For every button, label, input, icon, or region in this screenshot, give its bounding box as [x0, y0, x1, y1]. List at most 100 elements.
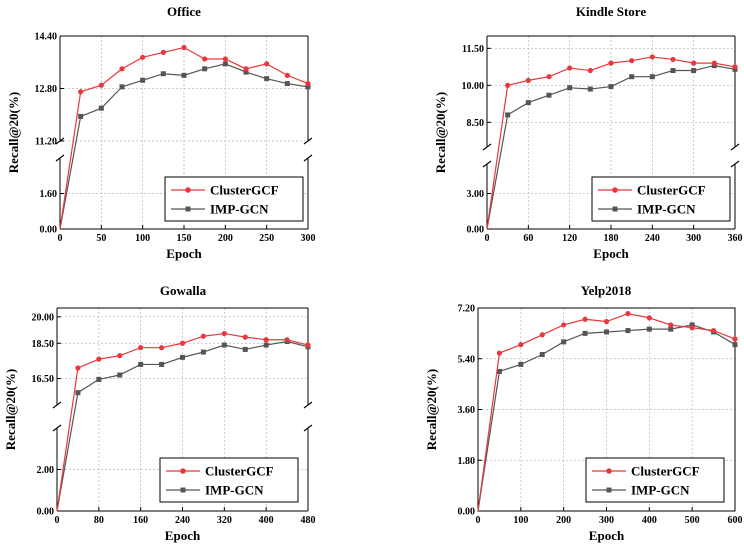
x-tick-label: 60 [523, 233, 533, 244]
legend-label: ClusterGCF [205, 464, 274, 479]
data-point-clustergcf [305, 80, 311, 87]
y-tick-label: 8.50 [467, 118, 485, 129]
data-point-imp-gcn [202, 66, 208, 72]
x-tick-label: 200 [218, 233, 233, 244]
x-tick-label: 250 [259, 233, 274, 244]
data-point-clustergcf [221, 330, 227, 337]
x-tick-label: 180 [604, 233, 619, 244]
data-point-clustergcf [518, 342, 524, 348]
legend-box [159, 457, 299, 503]
x-tick-label: 400 [259, 515, 274, 526]
data-point-imp-gcn [525, 100, 531, 106]
chart-title: Kindle Store [576, 4, 646, 19]
data-point-imp-gcn [582, 330, 588, 336]
data-point-clustergcf [603, 318, 610, 325]
axis-break-mark [482, 143, 492, 151]
y-tick-label: 10.00 [462, 81, 485, 92]
legend: ClusterGCF IMP-GCN [164, 176, 304, 222]
data-point-clustergcf [582, 316, 588, 322]
legend-marker [612, 187, 618, 193]
axis-break-mark [730, 143, 740, 151]
chart-title: Office [167, 4, 201, 19]
data-point-imp-gcn [243, 69, 249, 75]
y-tick-label: 11.50 [462, 44, 484, 55]
legend-marker [612, 206, 618, 212]
data-point-clustergcf [284, 72, 290, 78]
x-axis-label: Epoch [165, 528, 201, 543]
legend-label: ClusterGCF [637, 183, 706, 198]
data-point-clustergcf [525, 77, 531, 83]
data-point-clustergcf [160, 49, 166, 56]
x-tick-label: 150 [177, 233, 192, 244]
data-point-imp-gcn [689, 322, 695, 328]
data-point-clustergcf [140, 54, 146, 60]
data-point-clustergcf [732, 336, 738, 342]
axis-break-mark [303, 154, 313, 162]
x-tick-label: 240 [175, 515, 190, 526]
data-point-clustergcf [629, 58, 635, 64]
data-point-clustergcf [181, 44, 187, 51]
legend-label: ClusterGCF [631, 464, 700, 479]
data-point-clustergcf [284, 337, 290, 343]
y-tick-label: 0.00 [40, 225, 58, 236]
chart-panel-1: Office 11.20 12.80 14.40 0.00 1.60 0 50 100 150 20… [6, 4, 316, 261]
data-point-imp-gcn [200, 349, 206, 355]
data-point-imp-gcn [98, 105, 104, 111]
data-point-imp-gcn [284, 81, 290, 87]
chart-title: Yelp2018 [581, 283, 632, 298]
y-tick-label: 3.00 [467, 189, 485, 200]
data-point-clustergcf [670, 56, 676, 63]
data-point-imp-gcn [264, 76, 270, 82]
axis-break-mark [303, 137, 313, 145]
axis-break-mark [303, 401, 313, 409]
x-tick-label: 300 [301, 233, 316, 244]
legend-label: ClusterGCF [210, 183, 279, 198]
y-tick-label: 7.20 [458, 304, 476, 315]
data-point-clustergcf [608, 60, 614, 66]
data-point-imp-gcn [138, 361, 144, 367]
x-axis-label: Epoch [589, 528, 625, 543]
y-tick-label: 20.00 [32, 312, 55, 323]
legend-marker [185, 206, 191, 212]
data-point-imp-gcn [587, 86, 593, 92]
data-point-imp-gcn [567, 85, 573, 91]
data-point-imp-gcn [496, 368, 502, 374]
legend-marker [180, 487, 186, 493]
y-tick-label: 1.80 [458, 456, 476, 467]
x-axis-label: Epoch [166, 246, 202, 261]
data-point-imp-gcn [625, 328, 631, 334]
x-tick-label: 120 [562, 233, 577, 244]
data-point-imp-gcn [78, 113, 84, 119]
y-tick-label: 16.50 [32, 374, 55, 385]
data-point-clustergcf [98, 82, 104, 88]
data-point-imp-gcn [242, 346, 248, 352]
data-point-clustergcf [78, 89, 84, 95]
y-axis-label: Recall@20(%) [6, 92, 21, 173]
chart-panel-3: Gowalla 16.50 18.50 20.00 0.00 2.00 0 80 160 240 3… [3, 283, 316, 543]
y-tick-label: 0.00 [37, 507, 55, 518]
plot-frame [477, 307, 736, 512]
axis-break-mark [303, 424, 313, 432]
data-point-clustergcf [263, 337, 269, 343]
x-tick-label: 240 [645, 233, 660, 244]
data-point-clustergcf [202, 56, 208, 62]
x-axis-label: Epoch [593, 246, 629, 261]
data-point-imp-gcn [117, 372, 123, 378]
y-tick-label: 2.00 [37, 465, 55, 476]
data-point-imp-gcn [629, 74, 635, 80]
x-tick-label: 480 [301, 515, 316, 526]
y-tick-label: 11.20 [35, 137, 57, 148]
data-point-clustergcf [732, 64, 738, 70]
data-point-clustergcf [222, 56, 228, 62]
data-point-clustergcf [75, 365, 81, 371]
data-point-clustergcf [567, 65, 573, 71]
data-point-imp-gcn [668, 326, 674, 332]
x-tick-label: 100 [135, 233, 150, 244]
y-tick-label: 0.00 [467, 225, 485, 236]
legend-label: IMP-GCN [205, 483, 264, 498]
x-tick-label: 100 [513, 515, 528, 526]
y-tick-label: 14.40 [35, 32, 58, 43]
legend-box [164, 176, 304, 222]
x-tick-label: 300 [686, 233, 701, 244]
axis-break-mark [52, 401, 62, 409]
